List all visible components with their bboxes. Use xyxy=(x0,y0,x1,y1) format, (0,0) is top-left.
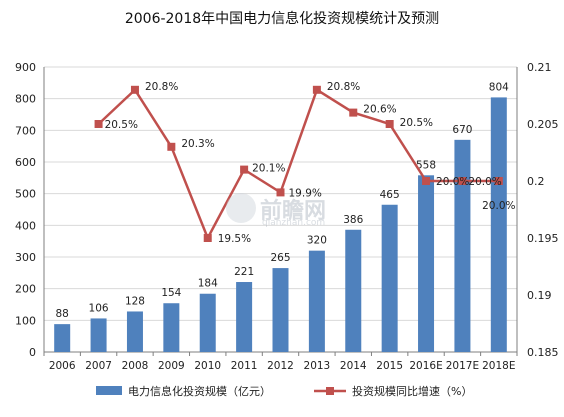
y-left-tick-label: 0 xyxy=(29,346,36,359)
bar-value-label: 154 xyxy=(161,287,181,299)
line-value-label: 20.6% xyxy=(363,104,396,116)
y-left-tick-label: 100 xyxy=(15,314,36,327)
y-left-tick-label: 700 xyxy=(15,124,36,137)
legend-line-marker xyxy=(326,387,334,395)
x-tick-label: 2017E xyxy=(446,360,479,372)
x-tick-label: 2011 xyxy=(231,360,258,372)
bar-value-label: 320 xyxy=(307,235,327,247)
y-left-tick-label: 200 xyxy=(15,283,36,296)
y-left-tick-label: 300 xyxy=(15,251,36,264)
line-value-label: 19.9% xyxy=(289,187,322,199)
line-point xyxy=(167,142,176,151)
bar xyxy=(381,204,398,352)
line-value-label: 20.8% xyxy=(327,81,360,93)
bar xyxy=(126,311,143,352)
bar xyxy=(236,282,253,352)
growth-line xyxy=(97,87,499,241)
line-value-label: 20.0% xyxy=(436,176,469,188)
line-point xyxy=(494,177,503,185)
y-right-tick-label: 0.195 xyxy=(527,232,559,245)
legend-bar-label: 电力信息化投资规模（亿元） xyxy=(128,384,271,398)
bar-value-label: 386 xyxy=(343,214,363,226)
bar xyxy=(418,175,435,352)
line-value-label: 20.8% xyxy=(145,81,178,93)
x-tick-label: 2009 xyxy=(158,360,185,372)
line-point xyxy=(130,85,139,94)
bar xyxy=(454,139,471,352)
bar-value-label: 106 xyxy=(89,302,109,314)
x-tick-label: 2008 xyxy=(122,360,149,372)
line-point xyxy=(203,234,212,242)
line-value-label: 20.0% xyxy=(468,176,501,188)
y-left-tick-label: 500 xyxy=(15,188,36,201)
x-tick-label: 2007 xyxy=(85,360,112,372)
line-value-label: 20.5% xyxy=(400,117,433,129)
line-point xyxy=(94,120,103,128)
x-tick-label: 2016E xyxy=(409,360,442,372)
bar xyxy=(90,318,107,352)
x-tick-label: 2006 xyxy=(49,360,76,372)
bar xyxy=(490,97,507,353)
line-point xyxy=(349,108,358,117)
bar-value-label: 804 xyxy=(489,81,509,93)
bar xyxy=(272,268,289,352)
x-tick-label: 2012 xyxy=(267,360,294,372)
y-left-tick-label: 600 xyxy=(15,156,36,169)
y-right-tick-label: 0.2 xyxy=(527,175,545,188)
bar xyxy=(308,250,325,352)
bar-value-label: 88 xyxy=(56,308,69,320)
line-value-label: 19.5% xyxy=(218,233,251,245)
y-left-tick-label: 400 xyxy=(15,219,36,232)
y-right-tick-label: 0.185 xyxy=(527,346,559,359)
line-point xyxy=(312,85,321,94)
x-tick-label: 2015 xyxy=(376,360,403,372)
x-tick-label: 2014 xyxy=(340,360,367,372)
y-right-tick-label: 0.21 xyxy=(527,61,552,74)
x-tick-label: 2018E xyxy=(482,360,515,372)
bar-value-label: 558 xyxy=(416,159,436,171)
line-point xyxy=(422,177,431,185)
y-right-tick-label: 0.19 xyxy=(527,289,552,302)
bar-value-label: 465 xyxy=(380,189,400,201)
line-value-label: 20.0% xyxy=(482,200,515,212)
watermark-logo: 前瞻网 qianzhan.com xyxy=(226,191,346,231)
bar-value-label: 221 xyxy=(234,266,254,278)
legend-line-label: 投资规模同比增速（%） xyxy=(352,384,472,398)
bar xyxy=(345,229,362,352)
y-left-tick-label: 900 xyxy=(15,61,36,74)
bar-value-label: 670 xyxy=(452,124,472,136)
y-right-tick-label: 0.205 xyxy=(527,118,559,131)
legend-bar-swatch xyxy=(96,386,122,395)
line-point xyxy=(240,165,249,174)
bar xyxy=(199,293,216,352)
line-point xyxy=(458,177,467,185)
y-left-tick-label: 800 xyxy=(15,93,36,106)
bar-value-label: 128 xyxy=(125,295,145,307)
line-point xyxy=(385,120,394,128)
line-value-label: 20.3% xyxy=(181,138,214,150)
bar xyxy=(163,303,180,352)
bar-value-label: 184 xyxy=(198,278,218,290)
x-tick-label: 2013 xyxy=(304,360,331,372)
x-tick-label: 2010 xyxy=(194,360,221,372)
watermark-text: 前瞻网 xyxy=(260,199,327,224)
line-value-label: 20.1% xyxy=(252,163,285,175)
bar-value-label: 265 xyxy=(270,252,290,264)
watermark-subtext: qianzhan.com xyxy=(262,218,326,228)
watermark-icon xyxy=(226,193,256,223)
chart-title: 2006-2018年中国电力信息化投资规模统计及预测 xyxy=(124,11,440,27)
line-point xyxy=(276,188,285,197)
line-value-label: 20.5% xyxy=(105,119,138,131)
bar xyxy=(54,324,71,352)
